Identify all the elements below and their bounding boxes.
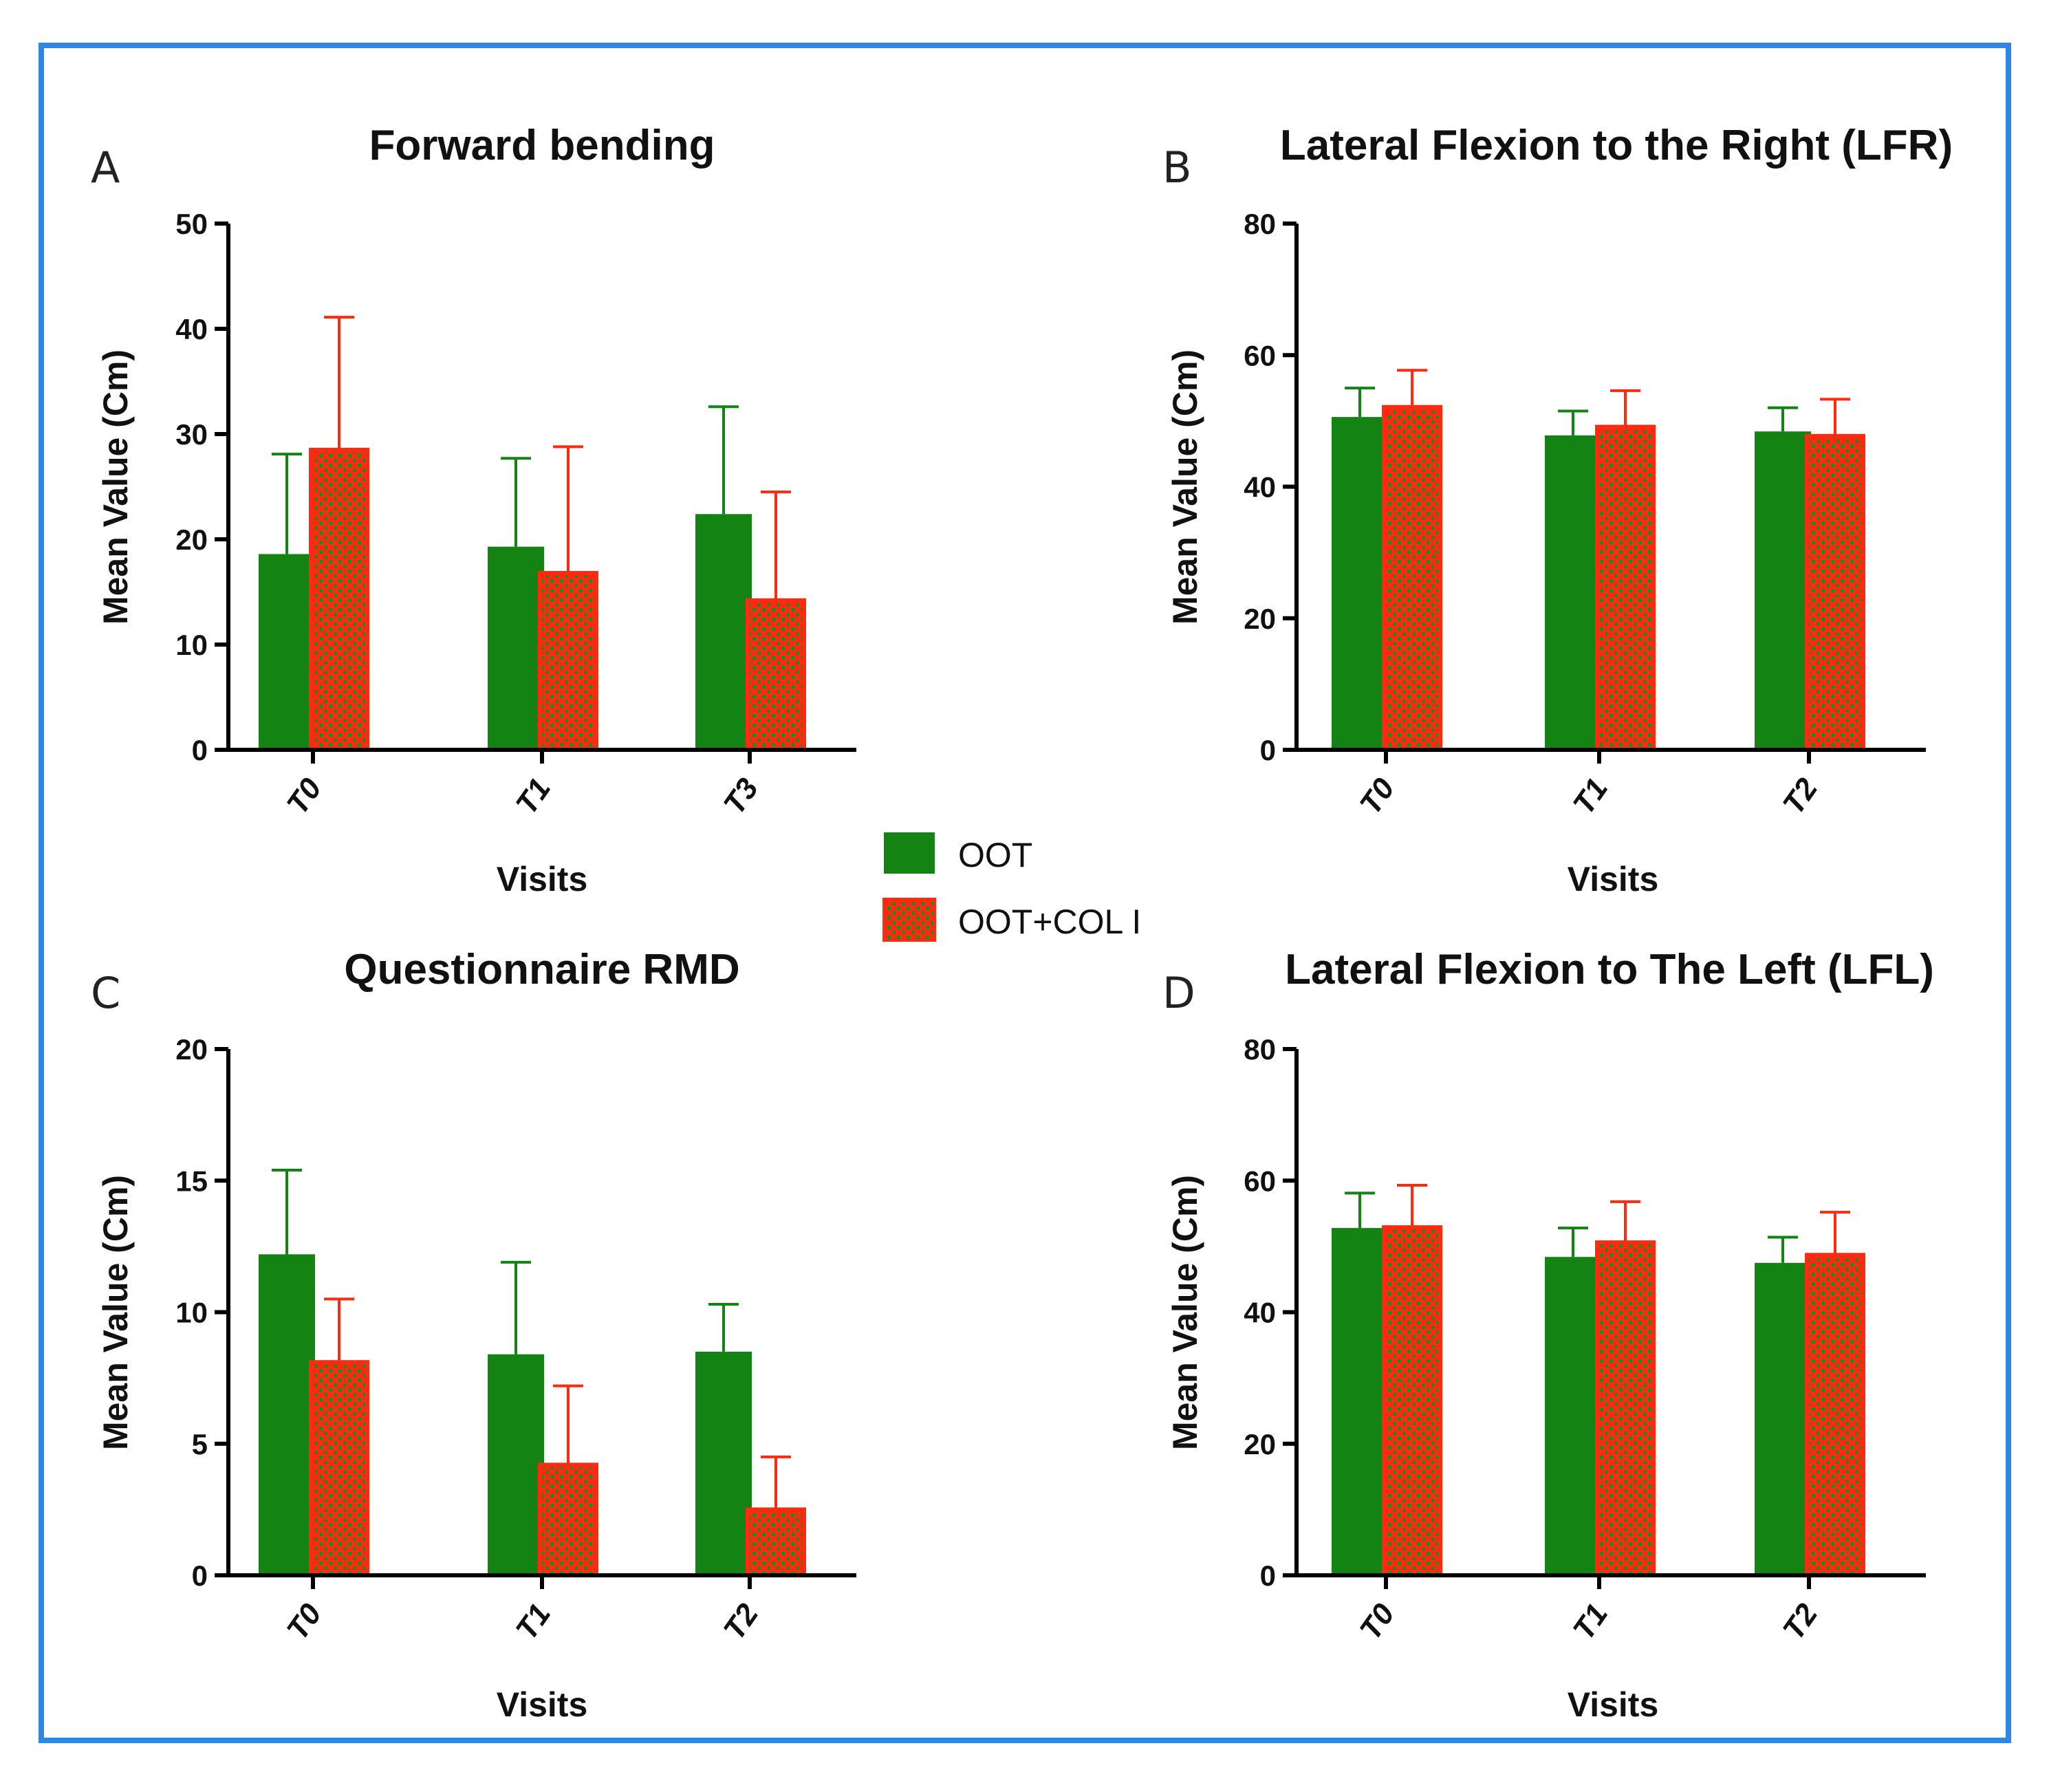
bar-b-oot-col-t2	[1805, 433, 1865, 753]
x-axis-label-b: Visits	[1568, 860, 1659, 898]
bar-d-oot-t0	[1332, 1228, 1388, 1575]
y-tick-label-b-1: 20	[1244, 603, 1276, 635]
panel-letter-b: B	[1162, 142, 1192, 193]
bar-d-oot-col-t1	[1595, 1240, 1656, 1577]
bar-b-oot-t0	[1332, 417, 1388, 750]
panel-a: A Forward bending Mean Value (Cm) Visits…	[91, 122, 856, 898]
x-tick-label-b-0: T0	[1354, 772, 1402, 821]
legend: OOT OOT+COL I	[882, 832, 1141, 942]
y-tick-label-b-4: 80	[1244, 208, 1276, 240]
bar-c-oot-col-t0	[309, 1360, 369, 1578]
x-tick-label-d-2: T2	[1777, 1597, 1825, 1646]
y-tick-label-a-3: 30	[175, 418, 208, 451]
bar-b-oot-col-t1	[1595, 424, 1656, 752]
y-tick-label-d-4: 80	[1244, 1033, 1276, 1066]
y-tick-label-d-3: 60	[1244, 1165, 1276, 1197]
bar-a-oot-t1	[488, 546, 544, 750]
y-tick-label-c-2: 10	[175, 1297, 208, 1329]
bar-c-oot-t2	[695, 1351, 752, 1575]
y-tick-label-c-0: 0	[192, 1559, 208, 1592]
x-axis-label-a: Visits	[497, 860, 588, 898]
bar-c-oot-col-t2	[746, 1507, 806, 1577]
y-tick-label-b-2: 40	[1244, 471, 1276, 504]
y-tick-label-a-2: 20	[175, 523, 208, 556]
y-axis-label-c: Mean Value (Cm)	[96, 1175, 135, 1450]
y-axis-label-d: Mean Value (Cm)	[1166, 1175, 1204, 1450]
y-axis-label-a: Mean Value (Cm)	[96, 349, 135, 625]
y-tick-label-c-4: 20	[175, 1033, 208, 1066]
chart-title-c: Questionnaire RMD	[344, 946, 739, 993]
chart-title-b: Lateral Flexion to the Right (LFR)	[1280, 122, 1953, 169]
bar-b-oot-t1	[1545, 435, 1601, 750]
bar-a-oot-col-t0	[309, 447, 369, 752]
chart-title-d: Lateral Flexion to The Left (LFL)	[1285, 946, 1934, 993]
y-tick-label-b-0: 0	[1260, 734, 1276, 766]
plot-area-d: 0 20 40 60 80 T0 T1 T2	[1244, 1033, 1926, 1646]
y-tick-label-a-5: 50	[175, 208, 208, 240]
x-tick-label-b-1: T1	[1567, 773, 1615, 821]
bar-b-oot-col-t0	[1382, 404, 1442, 752]
bar-a-oot-col-t3	[746, 598, 806, 752]
x-tick-label-d-1: T1	[1567, 1598, 1615, 1646]
bar-d-oot-col-t0	[1382, 1225, 1442, 1578]
legend-swatch-oot-col	[882, 898, 936, 942]
panel-b: B Lateral Flexion to the Right (LFR) Mea…	[1162, 122, 1953, 898]
x-tick-label-c-2: T2	[717, 1597, 766, 1646]
bar-a-oot-t0	[259, 554, 315, 750]
y-axis-label-b: Mean Value (Cm)	[1166, 349, 1204, 625]
x-tick-label-b-2: T2	[1777, 772, 1825, 821]
y-tick-label-a-1: 10	[175, 629, 208, 661]
panel-c: C Questionnaire RMD Mean Value (Cm) Visi…	[91, 946, 856, 1724]
x-tick-label-c-0: T0	[281, 1597, 329, 1646]
panel-letter-d: D	[1162, 968, 1195, 1018]
plot-area-a: 0 10 20 30 40 50 T0 T1 T3	[175, 208, 856, 821]
y-tick-label-a-4: 40	[175, 313, 208, 345]
y-tick-label-c-3: 15	[175, 1165, 208, 1197]
panel-letter-c: C	[91, 968, 120, 1018]
x-axis-label-d: Visits	[1568, 1685, 1659, 1724]
bar-d-oot-col-t2	[1805, 1253, 1865, 1578]
x-axis-label-c: Visits	[497, 1685, 588, 1724]
y-tick-label-d-1: 20	[1244, 1428, 1276, 1460]
bar-a-oot-col-t1	[538, 570, 598, 753]
x-tick-label-c-1: T1	[510, 1598, 558, 1646]
plot-area-b: 0 20 40 60 80 T0 T1 T2	[1244, 208, 1926, 821]
x-tick-label-a-0: T0	[281, 772, 329, 821]
bar-b-oot-t2	[1755, 431, 1811, 750]
x-tick-label-a-1: T1	[510, 773, 558, 821]
y-tick-label-c-1: 5	[192, 1428, 208, 1460]
bar-d-oot-t1	[1545, 1257, 1601, 1575]
chart-title-a: Forward bending	[369, 122, 715, 169]
y-tick-label-b-3: 60	[1244, 339, 1276, 371]
panel-letter-a: A	[91, 142, 120, 193]
bar-c-oot-t0	[259, 1254, 315, 1575]
legend-label-oot: OOT	[958, 836, 1032, 874]
bar-a-oot-t3	[695, 514, 752, 750]
y-tick-label-a-0: 0	[192, 734, 208, 766]
bar-c-oot-t1	[488, 1354, 544, 1575]
y-tick-label-d-2: 40	[1244, 1297, 1276, 1329]
bar-c-oot-col-t1	[538, 1462, 598, 1578]
y-tick-label-d-0: 0	[1260, 1559, 1276, 1592]
bar-d-oot-t2	[1755, 1262, 1811, 1575]
plot-area-c: 0 5 10 15 20 T0 T1 T2	[175, 1033, 856, 1646]
x-tick-label-a-2: T3	[717, 773, 766, 821]
panel-d: D Lateral Flexion to The Left (LFL) Mean…	[1162, 946, 1934, 1724]
x-tick-label-d-0: T0	[1354, 1597, 1402, 1646]
legend-swatch-oot	[884, 832, 935, 874]
legend-label-oot-col: OOT+COL I	[958, 903, 1141, 941]
